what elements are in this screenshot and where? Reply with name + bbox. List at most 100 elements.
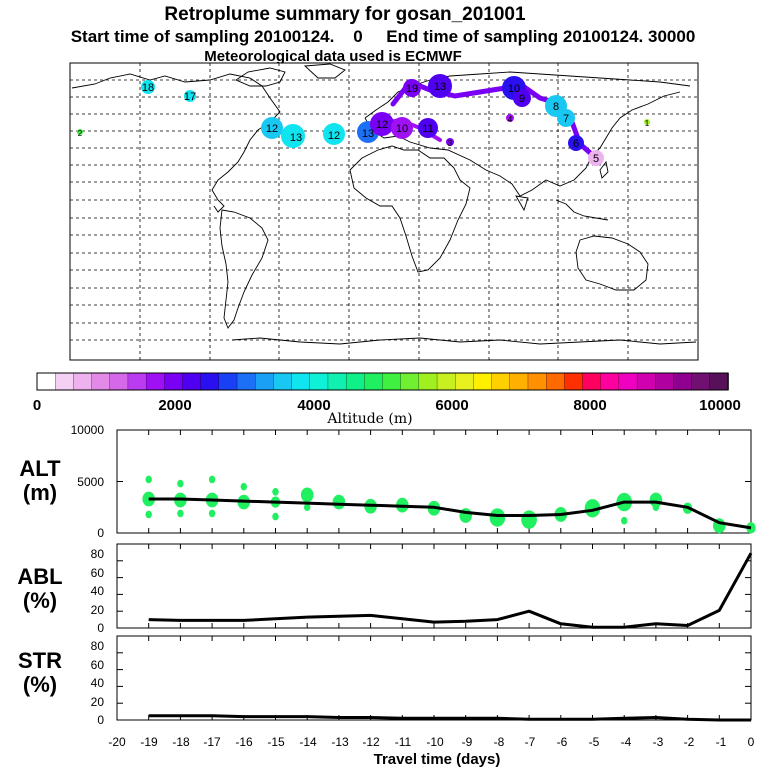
cluster-label: 19 <box>406 83 418 95</box>
cluster-label: 5 <box>593 153 599 165</box>
colorbar-cell <box>636 372 657 391</box>
colorbar-cell <box>509 372 529 391</box>
colorbar-tick-label: 2000 <box>158 397 191 414</box>
plume-cluster-marker <box>568 135 584 151</box>
colorbar-tick-label: 4000 <box>297 397 330 414</box>
colorbar-cell <box>36 372 56 391</box>
x-axis-label: Travel time (days) <box>374 751 501 768</box>
plume-cluster-marker <box>588 150 604 166</box>
colorbar-cell <box>655 372 675 391</box>
x-tick-label: -3 <box>653 735 664 749</box>
colorbar-cell <box>618 372 638 391</box>
colorbar-cell <box>436 372 456 391</box>
series-line <box>148 552 753 629</box>
alt-panel <box>116 429 756 534</box>
x-tick-label: -8 <box>494 735 505 749</box>
plume-clusters <box>77 74 650 166</box>
cluster-label: 2 <box>78 129 83 138</box>
colorbar-tick-label: 8000 <box>573 397 606 414</box>
abl-y-tick-label: 60 <box>91 566 105 580</box>
plume-cluster-labels: 18 17 13 12 12 13 12 10 11 19 13 10 9 8 … <box>78 81 650 165</box>
plume-cluster-marker <box>557 109 575 127</box>
x-tick-label: -15 <box>267 735 285 749</box>
cluster-label: 12 <box>266 123 278 135</box>
str-y-tick-label: 60 <box>91 658 105 672</box>
colorbar-cell <box>255 372 275 391</box>
altitude-cluster-point <box>332 494 346 510</box>
colorbar-cell <box>127 372 147 391</box>
colorbar-cell <box>709 372 729 391</box>
colorbar-cell <box>455 372 475 391</box>
cluster-label: 8 <box>553 101 559 113</box>
colorbar-cell <box>236 372 256 391</box>
colorbar-cell <box>564 372 584 391</box>
colorbar-cell <box>673 372 693 391</box>
colorbar-ticks: 0 2000 4000 6000 8000 10000 <box>33 397 741 414</box>
cluster-label: 7 <box>563 113 569 125</box>
cluster-label: 10 <box>508 83 520 95</box>
altitude-cluster-point <box>177 479 184 488</box>
colorbar-cell <box>473 372 493 391</box>
plume-cluster-marker <box>506 114 514 122</box>
altitude-colorbar: 0 2000 4000 6000 8000 10000 Altitude (m) <box>33 372 741 427</box>
colorbar-cell <box>91 372 111 391</box>
colorbar-cell <box>291 372 311 391</box>
plume-cluster-marker <box>644 119 650 125</box>
str-y-ticks: 80 60 40 20 0 <box>91 639 105 727</box>
colorbar-cell <box>382 372 402 391</box>
colorbar-cell <box>418 372 438 391</box>
cluster-label: 11 <box>422 123 433 135</box>
colorbar-cell <box>345 372 366 391</box>
plume-cluster-marker <box>418 118 438 138</box>
x-tick-label: -1 <box>716 735 727 749</box>
cluster-label: 12 <box>376 119 388 131</box>
cluster-label: 12 <box>328 130 340 142</box>
colorbar-cell <box>582 372 602 391</box>
colorbar-tick-label: 0 <box>33 397 41 414</box>
str-y-tick-label: 20 <box>91 695 105 709</box>
x-tick-label: -14 <box>299 735 317 749</box>
coastlines <box>71 63 697 345</box>
colorbar-cell <box>327 372 347 391</box>
colorbar-cell <box>546 372 566 391</box>
figure-title: Retroplume summary for gosan_201001 <box>164 4 526 25</box>
altitude-cluster-point <box>208 475 216 484</box>
plume-cluster-marker <box>446 138 454 146</box>
colorbar-cell <box>73 372 93 391</box>
cluster-label: 18 <box>142 82 154 94</box>
alt-y-tick-label: 5000 <box>77 475 104 489</box>
cluster-label: 17 <box>184 91 196 103</box>
panel-frame <box>116 635 752 721</box>
x-tick-label: -20 <box>108 735 126 749</box>
str-y-tick-label: 40 <box>91 676 105 690</box>
colorbar-cell <box>400 372 420 391</box>
colorbar-cell <box>109 372 129 391</box>
colorbar-cell <box>691 372 711 391</box>
str-panel-unit: (%) <box>23 672 57 697</box>
plume-cluster-marker <box>428 74 452 98</box>
colorbar-cell <box>200 372 220 391</box>
abl-y-ticks: 80 60 40 20 0 <box>91 547 105 635</box>
altitude-cluster-point <box>272 512 279 521</box>
x-tick-label: -13 <box>331 735 349 749</box>
x-tick-label: -12 <box>362 735 380 749</box>
colorbar-cell <box>600 372 620 391</box>
plume-cluster-marker <box>391 117 413 139</box>
plume-cluster-marker <box>323 123 345 145</box>
altitude-cluster-point <box>303 503 311 512</box>
x-tick-label: -16 <box>235 735 253 749</box>
alt-y-tick-label: 10000 <box>71 423 105 437</box>
cluster-label: 3 <box>448 139 453 148</box>
colorbar-cell <box>218 372 238 391</box>
x-tick-label: -4 <box>621 735 632 749</box>
plume-cluster-marker <box>513 89 531 107</box>
altitude-cluster-point <box>521 510 537 529</box>
alt-y-ticks: 10000 5000 0 <box>71 423 105 540</box>
cluster-label: 1 <box>645 119 650 128</box>
x-tick-label: -9 <box>462 735 473 749</box>
cluster-label: 4 <box>508 115 513 124</box>
sampling-info: Start time of sampling 20100124. 0 End t… <box>71 27 696 46</box>
cluster-label: 13 <box>290 132 302 144</box>
series-line <box>148 714 751 722</box>
